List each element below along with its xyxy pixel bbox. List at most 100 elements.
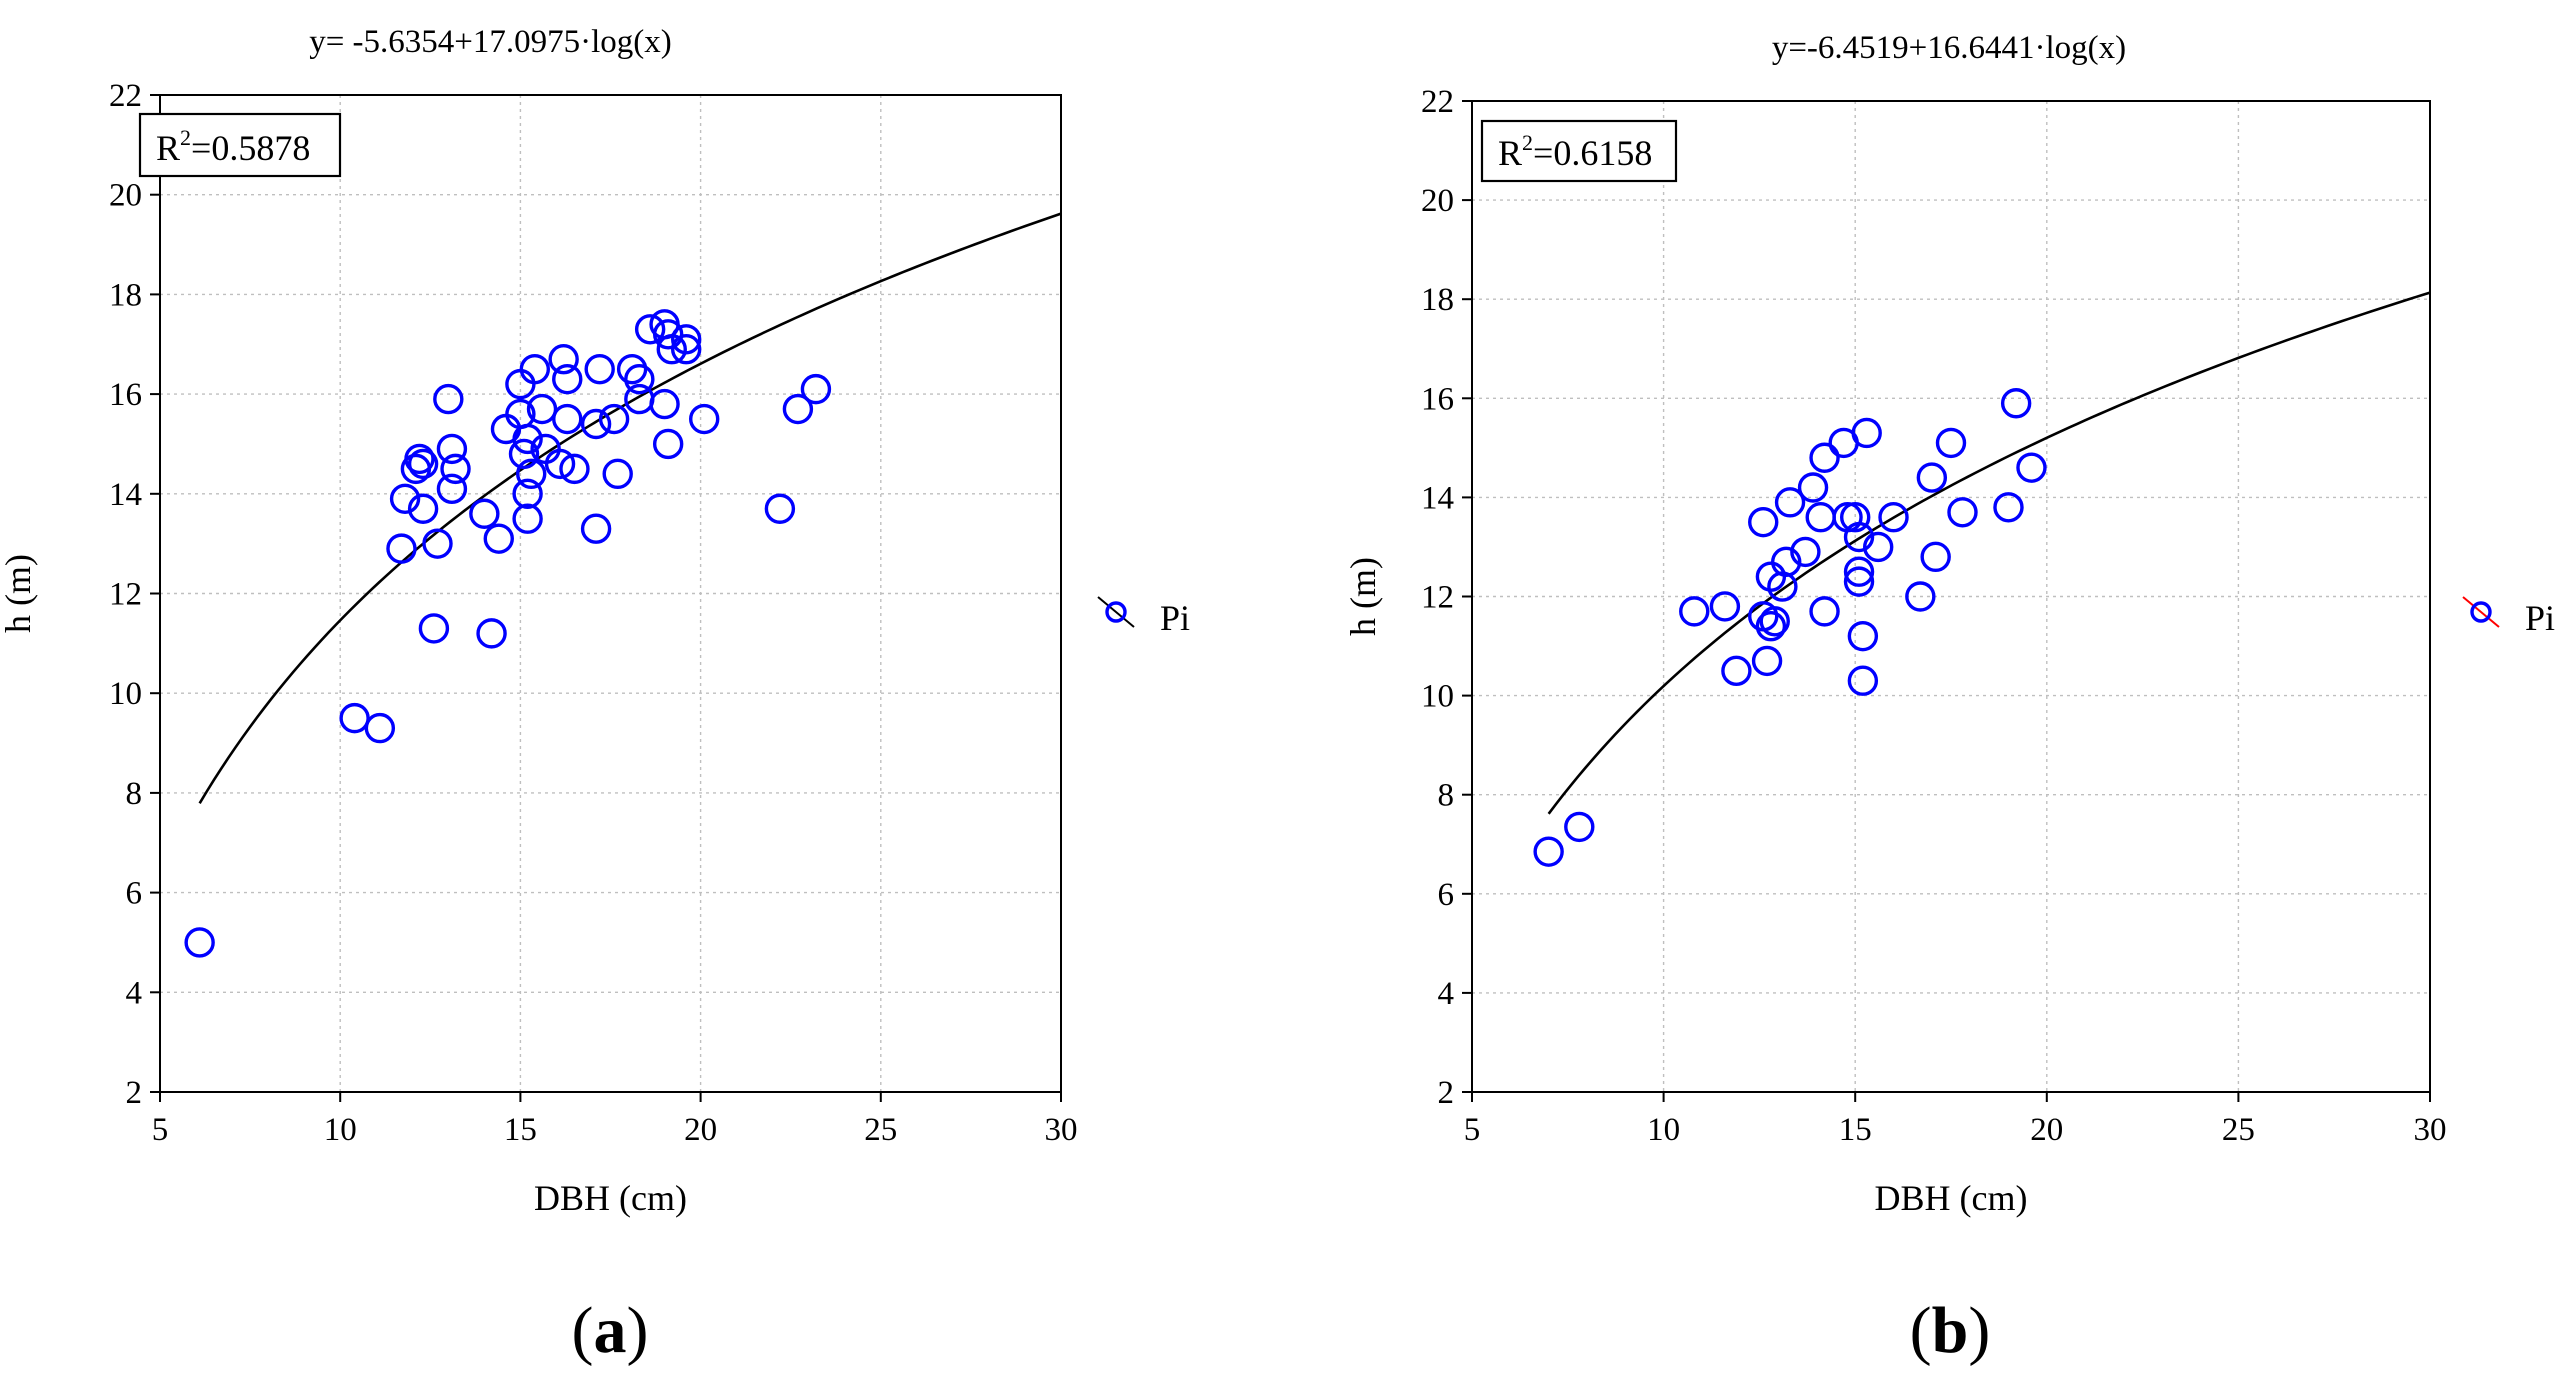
data-point <box>649 388 680 420</box>
x-tick-label: 5 <box>1464 1112 1481 1148</box>
data-point <box>764 493 796 524</box>
data-point <box>512 423 543 455</box>
panel-label-close: ) <box>1968 1294 1990 1367</box>
data-point <box>1748 506 1779 538</box>
y-axis-label: h (m) <box>1343 557 1383 636</box>
data-point <box>1809 596 1840 627</box>
legend-label: Pi <box>1160 598 1190 638</box>
x-tick-label: 5 <box>152 1112 169 1148</box>
data-point <box>1916 462 1948 493</box>
y-tick-label: 22 <box>109 78 142 114</box>
x-tick-label: 15 <box>504 1112 537 1148</box>
panel-b: y=-6.4519+16.6441·log(x) 5 10 15 20 25 30 2 4 6 8 1… <box>1343 30 2555 1367</box>
data-points <box>184 309 832 958</box>
fit-curve <box>1547 291 2431 815</box>
y-tick-label: 20 <box>1421 183 1454 219</box>
r2-superscript: 2 <box>180 125 191 150</box>
data-point <box>624 363 655 395</box>
data-point <box>407 448 439 480</box>
data-point <box>689 403 720 435</box>
data-point <box>1920 541 1951 573</box>
data-point <box>616 353 648 385</box>
data-point <box>552 403 583 435</box>
data-point <box>544 448 576 480</box>
data-point <box>580 513 612 544</box>
data-point <box>1847 665 1879 696</box>
data-point <box>526 393 558 425</box>
y-tick-label: 18 <box>1421 282 1454 318</box>
y-tick-label: 6 <box>126 876 143 912</box>
fit-curve <box>198 212 1062 804</box>
r2-value: =0.6158 <box>1533 133 1652 173</box>
r2-label: R2=0.5878 <box>156 125 310 168</box>
data-point <box>1709 591 1741 622</box>
y-tick-label: 2 <box>126 1075 143 1111</box>
r2-symbol: R <box>1498 133 1522 173</box>
r2-frame <box>1480 119 1678 183</box>
panel-label-open: ( <box>1910 1294 1932 1367</box>
data-point <box>1721 655 1752 687</box>
data-point <box>476 618 507 649</box>
data-point <box>440 453 471 485</box>
legend-marker <box>1105 601 1127 623</box>
data-point <box>800 373 832 405</box>
y-tick-label: 4 <box>126 975 143 1011</box>
data-point <box>519 353 551 385</box>
data-point <box>1843 521 1875 553</box>
data-point <box>436 433 468 465</box>
data-point <box>652 428 684 460</box>
chart-title: y=-6.4519+16.6441·log(x) <box>1772 30 2126 66</box>
y-tick-label: 2 <box>1438 1075 1455 1111</box>
r2-superscript: 2 <box>1522 130 1533 155</box>
x-tick-label: 20 <box>2030 1112 2063 1148</box>
y-tick-label: 10 <box>109 676 142 712</box>
legend: Pi <box>2462 596 2555 638</box>
data-point <box>422 528 453 559</box>
x-tick-label: 15 <box>1839 1112 1872 1148</box>
data-point <box>407 493 439 524</box>
panel-label: (a) <box>572 1294 649 1367</box>
data-point <box>652 319 684 350</box>
data-point <box>2016 452 2047 483</box>
data-point <box>433 383 464 415</box>
data-points <box>1533 388 2047 867</box>
data-point <box>1755 611 1787 642</box>
x-tick-label: 30 <box>2414 1112 2447 1148</box>
data-point <box>512 503 543 534</box>
y-tick-label: 16 <box>109 377 142 413</box>
legend-line <box>1097 596 1135 628</box>
data-point <box>469 498 500 529</box>
data-point <box>1851 417 1882 449</box>
grid <box>1472 101 2430 1092</box>
data-point <box>1862 531 1894 563</box>
panel-a: y= -5.6354+17.0975·log(x) 5 10 15 20 25 30 2 4 6 8… <box>0 24 1190 1367</box>
y-tick-label: 14 <box>109 477 142 513</box>
data-point <box>386 533 417 564</box>
data-point <box>1847 620 1879 652</box>
data-point <box>1935 427 1967 459</box>
r2-symbol: R <box>156 128 180 168</box>
data-point <box>483 523 514 554</box>
data-point <box>1905 581 1936 612</box>
data-point <box>1839 502 1871 533</box>
x-tick-label: 25 <box>864 1112 897 1148</box>
x-tick-label: 30 <box>1045 1112 1078 1148</box>
x-axis-label: DBH (cm) <box>534 1178 687 1218</box>
x-axis-label: DBH (cm) <box>1875 1178 2028 1218</box>
data-point <box>1878 502 1909 533</box>
data-point <box>670 334 702 365</box>
panel-label-letter: b <box>1932 1294 1969 1367</box>
data-point <box>1805 502 1836 533</box>
data-point <box>552 363 583 395</box>
panel-label-open: ( <box>572 1294 594 1367</box>
data-point <box>508 438 540 470</box>
data-point <box>1564 811 1595 843</box>
y-tick-label: 22 <box>1421 84 1454 120</box>
y-tick-label: 8 <box>126 776 143 812</box>
x-tick-label: 10 <box>1647 1112 1680 1148</box>
data-point <box>339 702 370 734</box>
r2-frame <box>138 112 342 178</box>
x-tick-label: 10 <box>324 1112 357 1148</box>
y-tick-label: 14 <box>1421 480 1454 516</box>
panel-label-close: ) <box>627 1294 649 1367</box>
